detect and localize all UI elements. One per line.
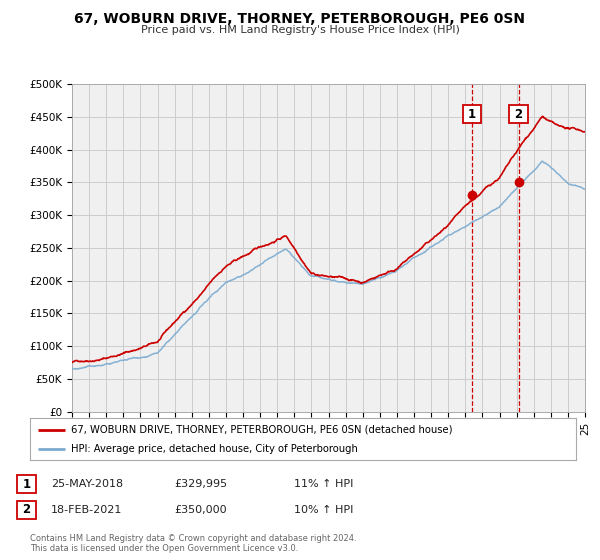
- Text: 67, WOBURN DRIVE, THORNEY, PETERBOROUGH, PE6 0SN (detached house): 67, WOBURN DRIVE, THORNEY, PETERBOROUGH,…: [71, 424, 452, 435]
- FancyBboxPatch shape: [463, 105, 481, 123]
- Text: Price paid vs. HM Land Registry's House Price Index (HPI): Price paid vs. HM Land Registry's House …: [140, 25, 460, 35]
- Text: £329,995: £329,995: [174, 479, 227, 489]
- Text: Contains HM Land Registry data © Crown copyright and database right 2024.: Contains HM Land Registry data © Crown c…: [30, 534, 356, 543]
- FancyBboxPatch shape: [509, 105, 528, 123]
- Text: 18-FEB-2021: 18-FEB-2021: [51, 505, 122, 515]
- Text: 10% ↑ HPI: 10% ↑ HPI: [294, 505, 353, 515]
- Text: 2: 2: [22, 503, 31, 516]
- Text: This data is licensed under the Open Government Licence v3.0.: This data is licensed under the Open Gov…: [30, 544, 298, 553]
- Text: 11% ↑ HPI: 11% ↑ HPI: [294, 479, 353, 489]
- Text: £350,000: £350,000: [174, 505, 227, 515]
- Text: 2: 2: [515, 108, 523, 121]
- Text: 1: 1: [22, 478, 31, 491]
- Text: 67, WOBURN DRIVE, THORNEY, PETERBOROUGH, PE6 0SN: 67, WOBURN DRIVE, THORNEY, PETERBOROUGH,…: [74, 12, 526, 26]
- Text: HPI: Average price, detached house, City of Peterborough: HPI: Average price, detached house, City…: [71, 444, 358, 454]
- Text: 1: 1: [468, 108, 476, 121]
- Text: 25-MAY-2018: 25-MAY-2018: [51, 479, 123, 489]
